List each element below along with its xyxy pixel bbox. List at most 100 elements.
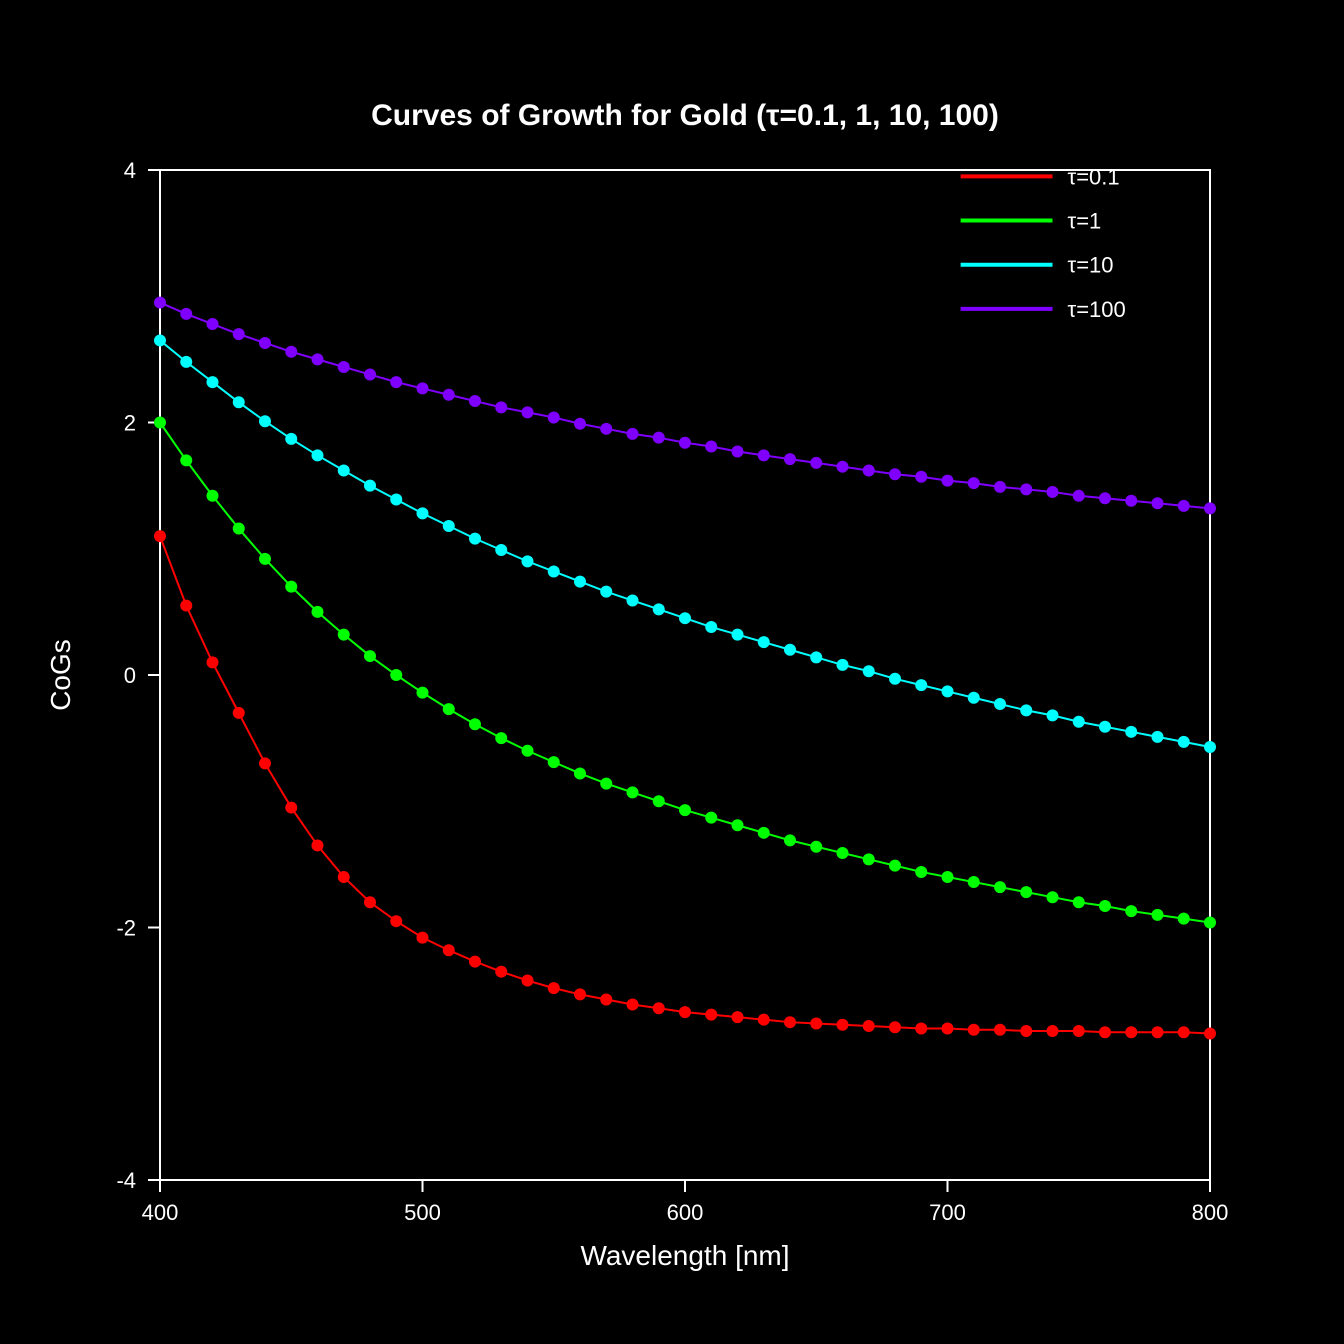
series-marker: [233, 396, 245, 408]
series-marker: [732, 819, 744, 831]
series-marker: [548, 982, 560, 994]
series-marker: [1152, 731, 1164, 743]
series-marker: [1152, 497, 1164, 509]
series-marker: [1152, 909, 1164, 921]
series-marker: [1152, 1026, 1164, 1038]
series-marker: [548, 756, 560, 768]
series-marker: [994, 481, 1006, 493]
series-marker: [915, 866, 927, 878]
series-marker: [915, 679, 927, 691]
series-marker: [312, 839, 324, 851]
series-marker: [312, 353, 324, 365]
series-marker: [522, 406, 534, 418]
series-marker: [338, 361, 350, 373]
series-marker: [390, 376, 402, 388]
series-marker: [889, 1021, 901, 1033]
series-marker: [1020, 704, 1032, 716]
series-marker: [679, 804, 691, 816]
series-marker: [285, 581, 297, 593]
series-marker: [390, 494, 402, 506]
series-marker: [627, 786, 639, 798]
series-marker: [417, 687, 429, 699]
series-marker: [574, 988, 586, 1000]
series-marker: [338, 629, 350, 641]
series-marker: [837, 1019, 849, 1031]
series-marker: [942, 685, 954, 697]
series-marker: [259, 757, 271, 769]
x-tick-label: 800: [1192, 1200, 1229, 1225]
y-tick-label: -4: [116, 1168, 136, 1193]
series-marker: [1073, 1025, 1085, 1037]
series-marker: [889, 860, 901, 872]
series-marker: [495, 401, 507, 413]
series-marker: [942, 871, 954, 883]
series-marker: [1204, 1028, 1216, 1040]
series-marker: [1047, 891, 1059, 903]
series-marker: [364, 896, 376, 908]
series-marker: [968, 692, 980, 704]
series-marker: [207, 318, 219, 330]
series-marker: [758, 827, 770, 839]
series-marker: [390, 915, 402, 927]
series-marker: [679, 437, 691, 449]
y-tick-label: 4: [124, 158, 136, 183]
y-tick-label: -2: [116, 916, 136, 941]
series-marker: [653, 1002, 665, 1014]
series-marker: [154, 530, 166, 542]
series-marker: [810, 841, 822, 853]
series-marker: [180, 600, 192, 612]
series-marker: [180, 454, 192, 466]
series-marker: [889, 673, 901, 685]
series-marker: [1125, 1026, 1137, 1038]
series-marker: [968, 876, 980, 888]
series-marker: [732, 1011, 744, 1023]
series-marker: [574, 576, 586, 588]
series-marker: [495, 544, 507, 556]
series-marker: [180, 308, 192, 320]
chart-title: Curves of Growth for Gold (τ=0.1, 1, 10,…: [371, 99, 999, 132]
series-marker: [1073, 716, 1085, 728]
series-marker: [1125, 495, 1137, 507]
series-marker: [942, 475, 954, 487]
series-marker: [285, 433, 297, 445]
series-marker: [837, 659, 849, 671]
series-marker: [1099, 1026, 1111, 1038]
series-marker: [837, 461, 849, 473]
x-tick-label: 400: [142, 1200, 179, 1225]
series-marker: [154, 417, 166, 429]
series-marker: [390, 669, 402, 681]
series-marker: [732, 446, 744, 458]
series-marker: [784, 1016, 796, 1028]
series-marker: [207, 376, 219, 388]
series-marker: [469, 718, 481, 730]
series-marker: [600, 778, 612, 790]
series-marker: [285, 802, 297, 814]
series-marker: [259, 337, 271, 349]
series-marker: [758, 449, 770, 461]
legend-label: τ=10: [1068, 253, 1114, 278]
series-marker: [1099, 900, 1111, 912]
series-marker: [469, 395, 481, 407]
series-marker: [1125, 905, 1137, 917]
y-axis-label: CoGs: [45, 639, 76, 711]
series-marker: [154, 297, 166, 309]
series-marker: [1178, 500, 1190, 512]
series-marker: [443, 944, 455, 956]
series-marker: [653, 603, 665, 615]
series-marker: [207, 490, 219, 502]
series-marker: [1178, 1026, 1190, 1038]
series-marker: [784, 453, 796, 465]
series-marker: [600, 993, 612, 1005]
y-tick-label: 2: [124, 411, 136, 436]
series-marker: [1099, 492, 1111, 504]
series-marker: [627, 999, 639, 1011]
series-marker: [443, 389, 455, 401]
series-marker: [574, 418, 586, 430]
series-marker: [233, 707, 245, 719]
series-marker: [1204, 741, 1216, 753]
series-marker: [1073, 896, 1085, 908]
series-marker: [1204, 502, 1216, 514]
series-marker: [600, 586, 612, 598]
series-marker: [837, 847, 849, 859]
x-tick-label: 600: [667, 1200, 704, 1225]
